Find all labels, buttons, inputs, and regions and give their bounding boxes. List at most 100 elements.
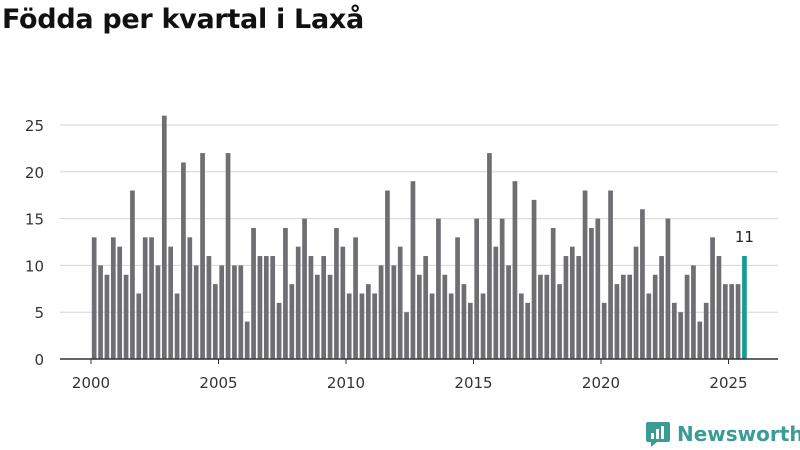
x-tick-label: 2000 <box>72 374 110 392</box>
bar <box>327 274 333 359</box>
bar <box>506 265 511 359</box>
bar <box>442 274 448 359</box>
bar <box>206 256 212 359</box>
bar <box>722 284 728 359</box>
bar <box>346 293 352 359</box>
bar <box>263 256 269 359</box>
bar <box>251 227 256 359</box>
bar <box>678 312 684 359</box>
bar <box>238 265 244 359</box>
bar <box>652 274 658 359</box>
bar <box>620 274 626 359</box>
bar <box>716 256 722 359</box>
bar <box>91 237 97 359</box>
bar <box>232 265 237 359</box>
brand-name: Newsworthy <box>677 422 800 446</box>
bar <box>149 237 154 359</box>
bar <box>372 293 378 359</box>
chart-title: Födda per kvartal i Laxå <box>2 4 364 35</box>
bar <box>404 312 409 359</box>
bar <box>614 284 620 359</box>
bar <box>378 265 384 359</box>
bar <box>359 293 365 359</box>
bar <box>142 237 148 359</box>
bar <box>697 321 703 359</box>
bar <box>219 265 225 359</box>
bar <box>110 237 116 359</box>
bar <box>512 181 518 359</box>
bar <box>353 237 358 359</box>
bar <box>397 246 403 359</box>
bar <box>703 302 709 359</box>
bar <box>646 293 652 359</box>
bar <box>576 256 582 359</box>
bar <box>633 246 639 359</box>
bar <box>117 246 123 359</box>
bar <box>136 293 142 359</box>
bar <box>308 256 314 359</box>
bar <box>671 302 677 359</box>
bar <box>193 265 199 359</box>
bar <box>589 227 594 359</box>
bar <box>130 190 135 359</box>
bar <box>729 284 735 359</box>
y-tick-label: 25 <box>25 117 44 135</box>
bar <box>423 256 429 359</box>
bar <box>493 246 499 359</box>
bar-highlighted <box>742 256 747 359</box>
bars <box>91 115 747 359</box>
bar <box>582 190 588 359</box>
bar <box>544 274 550 359</box>
bar <box>455 237 460 359</box>
bar <box>283 227 288 359</box>
bar <box>123 274 129 359</box>
bar <box>480 293 486 359</box>
newsworthy-logo: Newsworthy <box>645 420 800 448</box>
bar <box>410 181 416 359</box>
bar <box>257 256 263 359</box>
gridlines <box>60 124 778 313</box>
x-axis-ticks: 2000 2005 2010 2015 2020 2025 <box>72 359 748 392</box>
bar <box>518 293 524 359</box>
bar <box>710 237 715 359</box>
bar <box>557 284 562 359</box>
bar <box>563 256 569 359</box>
x-tick-label: 2005 <box>199 374 237 392</box>
y-tick-label: 5 <box>34 304 44 322</box>
bar <box>467 302 473 359</box>
bar <box>601 302 607 359</box>
bar <box>640 209 645 359</box>
bar <box>161 115 167 359</box>
bar <box>499 218 505 359</box>
bar <box>665 218 671 359</box>
x-tick-label: 2025 <box>709 374 747 392</box>
bar <box>461 284 467 359</box>
bar <box>448 293 454 359</box>
y-tick-label: 0 <box>34 351 44 369</box>
bar <box>270 256 276 359</box>
bar <box>487 153 492 359</box>
data-label: 11 <box>735 228 754 246</box>
bar <box>474 218 480 359</box>
bar <box>200 153 205 359</box>
bar <box>385 190 390 359</box>
bar <box>627 274 633 359</box>
x-tick-label: 2010 <box>327 374 365 392</box>
bar <box>391 265 397 359</box>
bar <box>416 274 422 359</box>
bar <box>187 237 193 359</box>
bar <box>289 284 295 359</box>
bar <box>538 274 543 359</box>
bar <box>104 274 110 359</box>
bar <box>334 227 339 359</box>
bar <box>212 284 218 359</box>
bar <box>429 293 435 359</box>
y-tick-label: 20 <box>25 164 44 182</box>
bar <box>98 265 103 359</box>
bar <box>168 246 174 359</box>
y-axis-ticks: 0 5 10 15 20 25 <box>25 117 44 369</box>
bar <box>595 218 601 359</box>
bar <box>569 246 575 359</box>
bar <box>608 190 613 359</box>
bar <box>525 302 531 359</box>
